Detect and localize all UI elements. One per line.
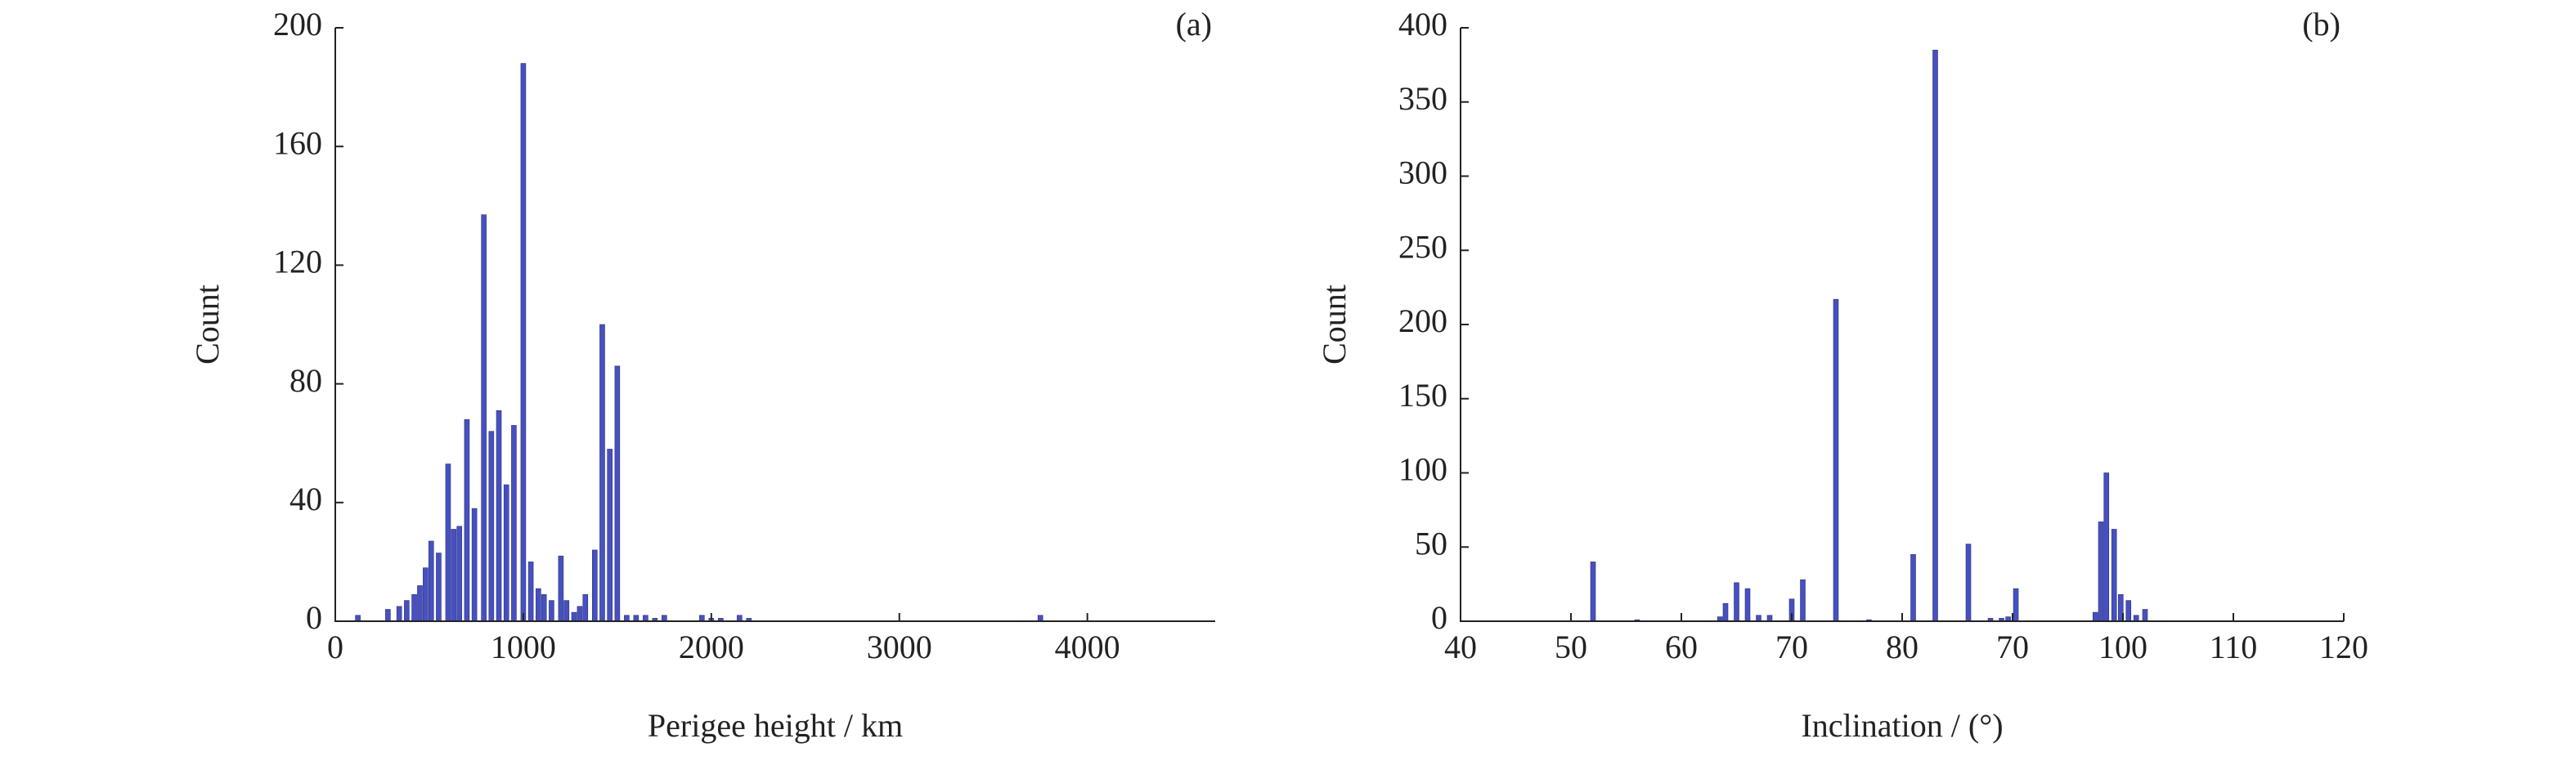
y-tick-label: 200 [273,6,322,43]
bar [396,606,402,622]
bar [607,449,613,622]
panel-label: (a) [1176,6,1212,43]
bar [737,615,743,622]
y-tick-label: 50 [1415,525,1447,562]
bar [1590,562,1596,622]
bar [582,594,589,622]
bar [541,594,547,622]
bar [577,606,583,622]
x-tick-label: 70 [1775,629,1808,665]
bar [1932,49,1938,622]
bar [436,553,442,622]
bar [2098,522,2104,622]
bar [1722,602,1729,622]
y-tick-label: 350 [1398,80,1447,117]
bar [2125,600,2132,622]
bar [1037,615,1043,622]
bar [571,611,577,622]
y-tick-label: 80 [289,362,322,399]
x-tick-label: 80 [1886,629,1919,665]
bar [423,567,429,622]
bar [1766,615,1773,622]
y-axis-label: Count [1316,284,1353,365]
bar [527,562,534,622]
bar [558,555,564,622]
bar [699,615,705,622]
y-tick-label: 160 [273,124,322,161]
panel-label: (b) [2302,6,2340,43]
bar [2013,588,2019,622]
bar [464,419,470,622]
x-tick-label: 3000 [867,629,932,665]
bar [633,615,640,622]
x-tick-label: 4000 [1055,629,1120,665]
bar [2142,609,2148,622]
bar [1910,554,1916,622]
x-axis-label: Inclination / (°) [1801,707,2003,744]
x-tick-label: 40 [1444,629,1477,665]
bar [1744,588,1751,622]
bar [385,609,391,622]
x-axis-label: Perigee height / km [648,707,903,744]
bar [2092,611,2098,622]
y-tick-label: 400 [1398,6,1447,43]
bar [1734,582,1739,622]
bar [355,615,361,622]
bar [503,484,509,622]
bar [445,463,451,622]
bar [511,425,517,622]
x-tick-label: 0 [327,629,343,665]
y-tick-label: 0 [1431,599,1447,636]
bar [496,410,502,622]
bar [2103,472,2110,622]
bar [1800,579,1806,622]
x-tick-label: 110 [2210,629,2258,665]
y-tick-label: 250 [1398,228,1447,265]
bar [662,615,667,622]
bar [599,324,605,622]
y-tick-label: 300 [1398,154,1447,191]
x-tick-label: 120 [2319,629,2368,665]
bar [417,585,423,622]
bar [624,615,630,622]
bar [591,549,598,622]
bar [1965,544,1972,622]
bar [481,214,487,622]
y-tick-label: 150 [1398,377,1447,414]
x-tick-label: 70 [1996,629,2029,665]
y-tick-label: 200 [1398,302,1447,339]
y-tick-label: 40 [289,481,322,517]
bar [520,63,527,622]
y-axis-label: Count [189,284,226,365]
bar [563,600,570,622]
x-tick-label: 60 [1665,629,1698,665]
x-tick-label: 50 [1555,629,1587,665]
bar [1833,298,1839,622]
bar [404,600,410,622]
y-tick-label: 100 [1398,451,1447,488]
y-tick-label: 120 [273,244,322,280]
bar [1756,615,1761,622]
bar [428,540,434,622]
bar [471,508,478,622]
bar [2111,529,2117,622]
bar [549,600,554,622]
x-tick-label: 2000 [679,629,744,665]
bar [614,365,621,622]
bar [488,431,495,622]
bar [643,615,648,622]
bar [536,588,541,622]
axes [1460,28,2344,622]
bar [456,526,463,622]
y-tick-label: 0 [306,599,322,636]
bar [451,529,457,622]
x-tick-label: 100 [2098,629,2147,665]
x-tick-label: 1000 [491,629,556,665]
bar [411,594,417,622]
bar [2133,615,2139,622]
